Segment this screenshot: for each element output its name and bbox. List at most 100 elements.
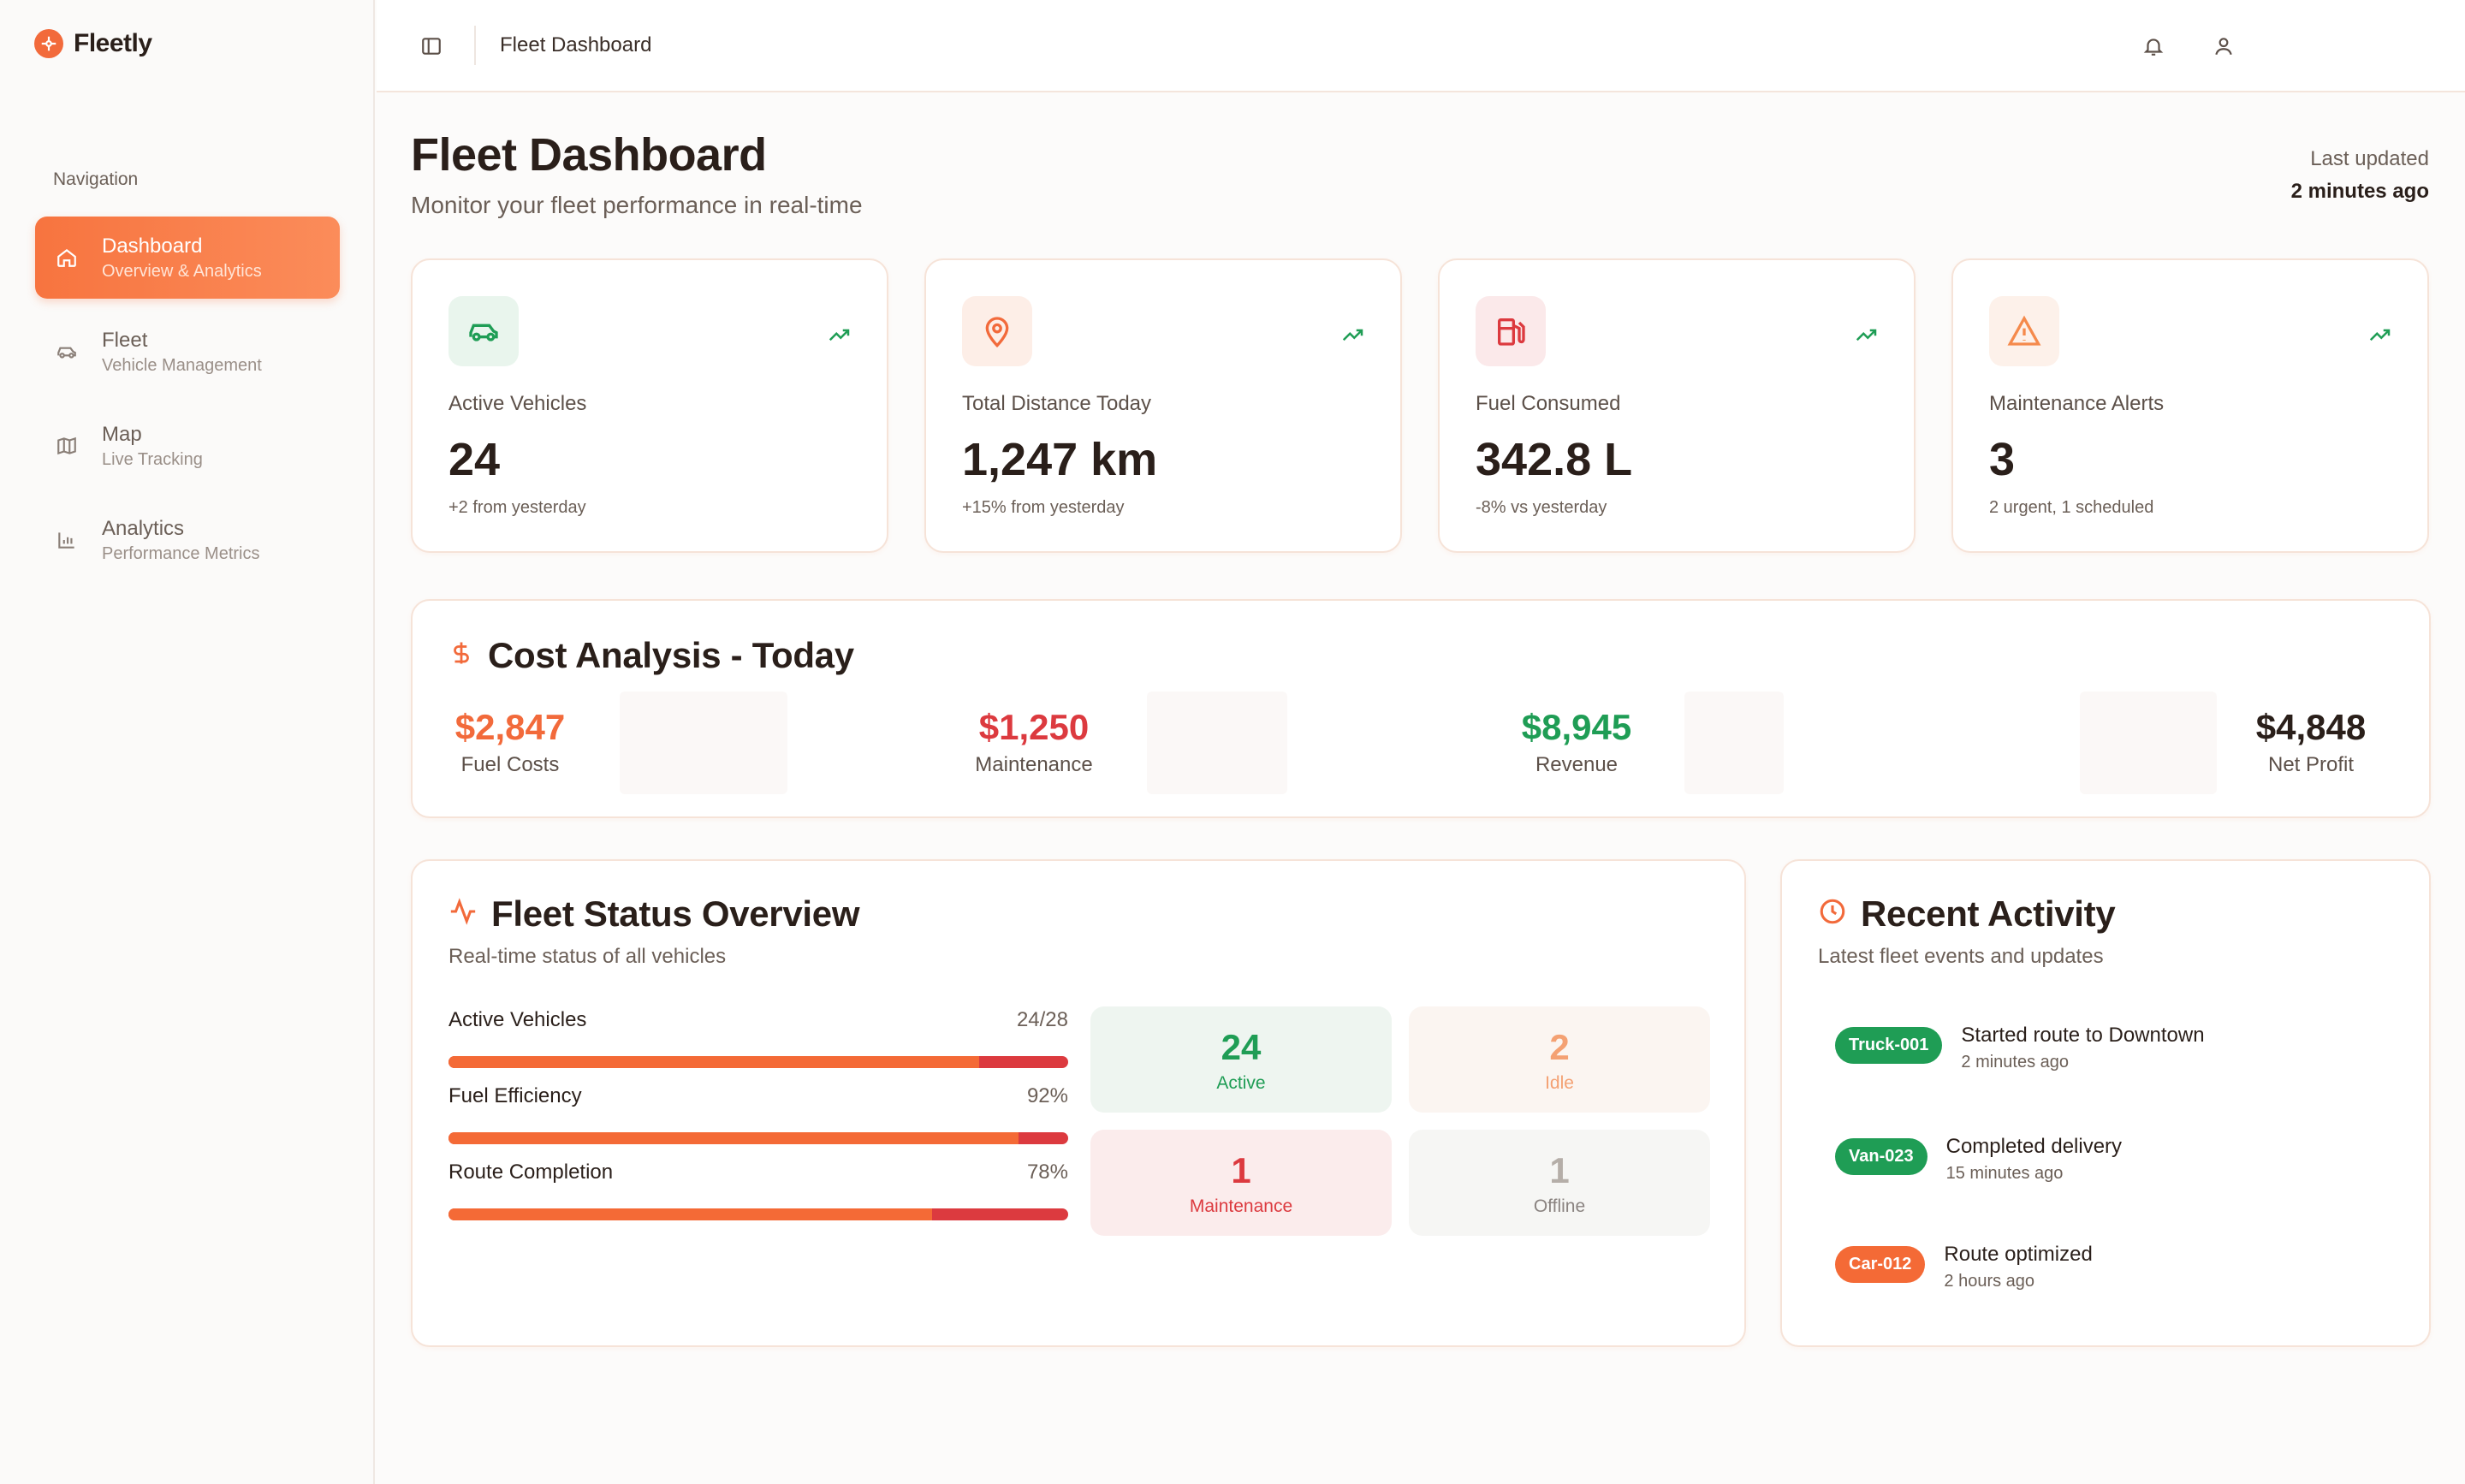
cost-analysis-card: Cost Analysis - Today $2,847 Fuel Costs … xyxy=(411,599,2431,818)
section-title-text: Fleet Status Overview xyxy=(491,893,860,934)
trending-up-icon xyxy=(1854,322,1880,347)
cost-item-fuel: $2,847 Fuel Costs xyxy=(452,707,568,777)
metric-name: Route Completion xyxy=(448,1160,614,1184)
sidebar-item-label: Analytics xyxy=(102,516,185,540)
status-tile-offline[interactable]: 1 Offline xyxy=(1409,1130,1710,1236)
stat-note: +2 from yesterday xyxy=(448,498,586,517)
brand-name: Fleetly xyxy=(74,29,152,57)
car-icon xyxy=(448,296,519,366)
stat-note: 2 urgent, 1 scheduled xyxy=(1989,498,2154,517)
map-icon xyxy=(54,433,80,459)
fuel-icon xyxy=(1476,296,1546,366)
activity-item[interactable]: Car-012 Route optimized 2 hours ago xyxy=(1835,1243,2093,1291)
tile-label: Offline xyxy=(1533,1196,1586,1216)
metric-fuel-efficiency: Fuel Efficiency 92% xyxy=(448,1084,1068,1144)
stat-label: Total Distance Today xyxy=(962,392,1152,415)
tile-label: Idle xyxy=(1545,1073,1574,1093)
metric-route-completion: Route Completion 78% xyxy=(448,1160,1068,1220)
alert-triangle-icon xyxy=(1989,296,2059,366)
section-title-text: Cost Analysis - Today xyxy=(488,635,854,675)
sidebar-item-analytics[interactable]: Analytics Performance Metrics xyxy=(35,499,340,581)
sidebar-item-sub: Live Tracking xyxy=(102,449,203,469)
cost-label: Maintenance xyxy=(975,753,1093,776)
stat-value: 342.8 L xyxy=(1476,434,1633,485)
user-icon[interactable] xyxy=(2208,31,2239,62)
cost-label: Revenue xyxy=(1535,753,1619,776)
activity-item[interactable]: Van-023 Completed delivery 15 minutes ag… xyxy=(1835,1135,2122,1184)
tile-value: 2 xyxy=(1549,1027,1570,1067)
activity-time: 15 minutes ago xyxy=(1945,1164,2064,1183)
activity-time: 2 hours ago xyxy=(1944,1272,2035,1291)
tile-value: 24 xyxy=(1221,1027,1262,1067)
sidebar-item-sub: Overview & Analytics xyxy=(102,261,262,281)
sidebar-item-sub: Performance Metrics xyxy=(102,543,260,563)
stat-label: Maintenance Alerts xyxy=(1989,392,2165,415)
sidebar-item-fleet[interactable]: Fleet Vehicle Management xyxy=(35,311,340,393)
cost-ghost xyxy=(1147,692,1287,794)
activity-icon xyxy=(448,893,478,935)
sidebar-nav: Dashboard Overview & Analytics Fleet Veh… xyxy=(35,217,340,593)
sidebar-item-dashboard[interactable]: Dashboard Overview & Analytics xyxy=(35,217,340,299)
stat-card-fuel-consumed: Fuel Consumed 342.8 L -8% vs yesterday xyxy=(1438,258,1916,553)
stat-card-total-distance: Total Distance Today 1,247 km +15% from … xyxy=(924,258,1402,553)
sidebar: Fleetly Navigation Dashboard Overview & … xyxy=(0,0,375,1484)
tile-value: 1 xyxy=(1549,1150,1570,1190)
last-updated: Last updated 2 minutes ago xyxy=(2291,147,2429,204)
metric-value: 78% xyxy=(1026,1160,1068,1184)
cost-item-net-profit: $4,848 Net Profit xyxy=(2242,707,2379,777)
stat-note: +15% from yesterday xyxy=(962,498,1125,517)
dollar-icon xyxy=(448,635,474,676)
stat-value: 3 xyxy=(1989,434,2016,485)
recent-activity-title: Recent Activity xyxy=(1818,893,2116,935)
topbar-divider xyxy=(474,26,476,65)
cost-value: $2,847 xyxy=(454,707,566,747)
activity-time: 2 minutes ago xyxy=(1961,1053,2070,1071)
sidebar-item-map[interactable]: Map Live Tracking xyxy=(35,405,340,487)
cost-item-revenue: $8,945 Revenue xyxy=(1508,707,1645,777)
nav-heading: Navigation xyxy=(53,169,139,189)
tile-label: Maintenance xyxy=(1189,1196,1293,1216)
stat-value: 1,247 km xyxy=(962,434,1158,485)
bell-icon[interactable] xyxy=(2138,31,2169,62)
progress-fill xyxy=(448,1208,932,1220)
status-tile-idle[interactable]: 2 Idle xyxy=(1409,1006,1710,1113)
cost-value: $1,250 xyxy=(978,707,1090,747)
brand[interactable]: Fleetly xyxy=(34,29,152,58)
vehicle-badge: Car-012 xyxy=(1835,1246,1926,1283)
sidebar-toggle-icon[interactable] xyxy=(416,31,447,62)
home-icon xyxy=(54,245,80,270)
stat-note: -8% vs yesterday xyxy=(1476,498,1607,517)
metric-name: Active Vehicles xyxy=(448,1008,587,1031)
stat-card-maintenance-alerts: Maintenance Alerts 3 2 urgent, 1 schedul… xyxy=(1951,258,2429,553)
activity-title: Route optimized xyxy=(1944,1243,2093,1266)
last-updated-value: 2 minutes ago xyxy=(2290,180,2429,203)
cost-value: $4,848 xyxy=(2255,707,2367,747)
trending-up-icon xyxy=(2367,322,2393,347)
progress-fill xyxy=(448,1132,1019,1144)
last-updated-label: Last updated xyxy=(2310,147,2429,170)
recent-activity-card: Recent Activity Latest fleet events and … xyxy=(1780,859,2431,1347)
stat-label: Active Vehicles xyxy=(448,392,587,415)
stat-card-active-vehicles: Active Vehicles 24 +2 from yesterday xyxy=(411,258,888,553)
status-tile-active[interactable]: 24 Active xyxy=(1090,1006,1392,1113)
cost-label: Net Profit xyxy=(2267,753,2355,776)
fleet-status-title: Fleet Status Overview xyxy=(448,893,860,935)
cost-ghost xyxy=(2080,692,2217,794)
fleet-status-card: Fleet Status Overview Real-time status o… xyxy=(411,859,1746,1347)
tile-value: 1 xyxy=(1231,1150,1251,1190)
progress-fill xyxy=(448,1056,980,1068)
activity-item[interactable]: Truck-001 Started route to Downtown 2 mi… xyxy=(1835,1024,2205,1072)
status-tile-maintenance[interactable]: 1 Maintenance xyxy=(1090,1130,1392,1236)
sidebar-item-label: Dashboard xyxy=(102,234,203,258)
trending-up-icon xyxy=(827,322,852,347)
cost-analysis-title: Cost Analysis - Today xyxy=(448,635,854,676)
trending-up-icon xyxy=(1340,322,1366,347)
sidebar-item-label: Map xyxy=(102,422,142,446)
metric-value: 92% xyxy=(1026,1084,1068,1107)
fleetly-logo-icon xyxy=(34,29,63,58)
bar-chart-icon xyxy=(54,527,80,553)
cost-value: $8,945 xyxy=(1521,707,1632,747)
progress-bar xyxy=(448,1208,1068,1220)
cost-ghost xyxy=(1684,692,1784,794)
activity-title: Completed delivery xyxy=(1945,1135,2123,1158)
